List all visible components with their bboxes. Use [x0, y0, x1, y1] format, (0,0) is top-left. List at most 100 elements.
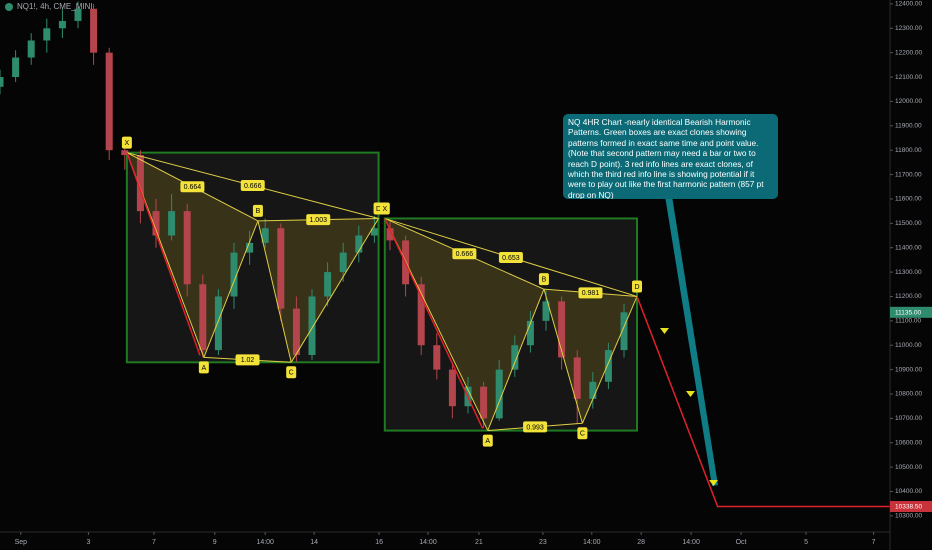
x-tick-label: 14:00 [419, 539, 437, 546]
ratio-label: 0.653 [502, 255, 520, 262]
candle-body [324, 272, 332, 297]
y-tick-label: 10900.00 [895, 366, 922, 373]
y-tick-label: 11900.00 [895, 123, 922, 130]
down-arrow [686, 391, 695, 397]
y-tick-label: 10500.00 [895, 464, 922, 471]
down-arrow [709, 480, 718, 486]
point-label-box [252, 204, 263, 217]
y-tick-label: 12000.00 [895, 98, 922, 105]
point-label: B [256, 208, 261, 215]
candle-body [511, 345, 519, 370]
ratio-label: 1.003 [309, 217, 327, 224]
y-tick-label: 11700.00 [895, 171, 922, 178]
note-pointer [665, 196, 718, 486]
x-tick-label: 14:00 [256, 539, 274, 546]
x-tick-label: Oct [736, 539, 747, 546]
price-label-box [890, 306, 932, 318]
point-label: A [202, 365, 207, 372]
x-tick-label: 14:00 [682, 539, 700, 546]
y-tick-label: 10600.00 [895, 439, 922, 446]
point-label: X [382, 206, 387, 213]
candle-body [604, 350, 612, 382]
ratio-label-box [306, 214, 331, 226]
candle-body [370, 228, 378, 236]
arrows [660, 328, 718, 486]
note-box [563, 114, 778, 199]
candle-body [448, 369, 456, 407]
ratio-label-box [240, 180, 265, 192]
price-label: 10338.50 [895, 504, 922, 511]
candle-body [214, 296, 222, 351]
x-tick-label: 3 [86, 539, 90, 546]
x-tick-label: 14:00 [583, 539, 601, 546]
down-arrow [660, 328, 669, 334]
ratio-label-box [578, 287, 603, 299]
point-label-box [482, 434, 493, 447]
x-tick-label: 16 [375, 539, 383, 546]
point-label: C [580, 431, 585, 438]
candle-body [152, 211, 160, 236]
y-tick-label: 12400.00 [895, 1, 922, 8]
y-tick-label: 10400.00 [895, 488, 922, 495]
x-tick-label: 23 [539, 539, 547, 546]
y-tick-label: 11000.00 [895, 342, 922, 349]
candle-body [12, 57, 20, 78]
y-tick-label: 12300.00 [895, 25, 922, 32]
ratio-label-box [452, 248, 477, 260]
y-tick-label: 12200.00 [895, 49, 922, 56]
candle-body [589, 381, 597, 399]
x-tick-label: Sep [15, 539, 28, 546]
candles [0, 1, 628, 429]
ratio-label: 0.666 [456, 251, 474, 258]
patterns [125, 151, 639, 432]
point-label: D [634, 284, 639, 291]
candle-body [526, 320, 534, 346]
note: NQ 4HR Chart -nearly identical Bearish H… [568, 117, 764, 199]
pattern-triangle [257, 218, 379, 363]
candle-body [199, 284, 207, 351]
ratio-label: 0.664 [184, 184, 202, 191]
point-label-box [286, 366, 297, 379]
ratio-label-box [498, 251, 523, 263]
symbol-icon [5, 3, 13, 11]
y-tick-label: 11500.00 [895, 220, 922, 227]
pattern-leg [487, 288, 545, 431]
point-label-box [198, 361, 209, 374]
candle-body [386, 228, 394, 241]
candle-body [308, 296, 316, 355]
x-tick-label: 14 [310, 539, 318, 546]
pattern-leg [257, 220, 292, 363]
candle-body [417, 284, 425, 346]
info-line [384, 218, 484, 429]
x-tick-label: 9 [213, 539, 217, 546]
candle-body [27, 40, 35, 58]
x-tick-label: 7 [872, 539, 876, 546]
point-label-box [577, 427, 588, 440]
candle-body [230, 252, 238, 297]
point-label: C [289, 370, 294, 377]
ratio-label: 0.993 [526, 424, 544, 431]
y-tick-label: 10700.00 [895, 415, 922, 422]
point-label-box [121, 136, 132, 149]
pattern-leg [581, 296, 638, 424]
y-tick-label: 11300.00 [895, 269, 922, 276]
candle-body [43, 28, 51, 41]
point-label: D [376, 206, 381, 213]
candle-body [105, 52, 113, 151]
candle-body [58, 20, 66, 29]
y-tick-label: 12100.00 [895, 74, 922, 81]
candle-body [573, 357, 581, 399]
candle-body [121, 150, 129, 156]
y-tick-label: 10800.00 [895, 391, 922, 398]
candle-body [277, 228, 285, 309]
x-tick-label: 5 [804, 539, 808, 546]
ratio-label-box [523, 421, 548, 433]
y-tick-label: 11600.00 [895, 196, 922, 203]
pattern-leg [290, 218, 379, 363]
pattern-triangle [126, 152, 258, 358]
y-tick-label: 11100.00 [895, 318, 922, 325]
candle-body [620, 312, 628, 351]
point-label: X [125, 140, 130, 147]
candle-body [74, 8, 82, 21]
